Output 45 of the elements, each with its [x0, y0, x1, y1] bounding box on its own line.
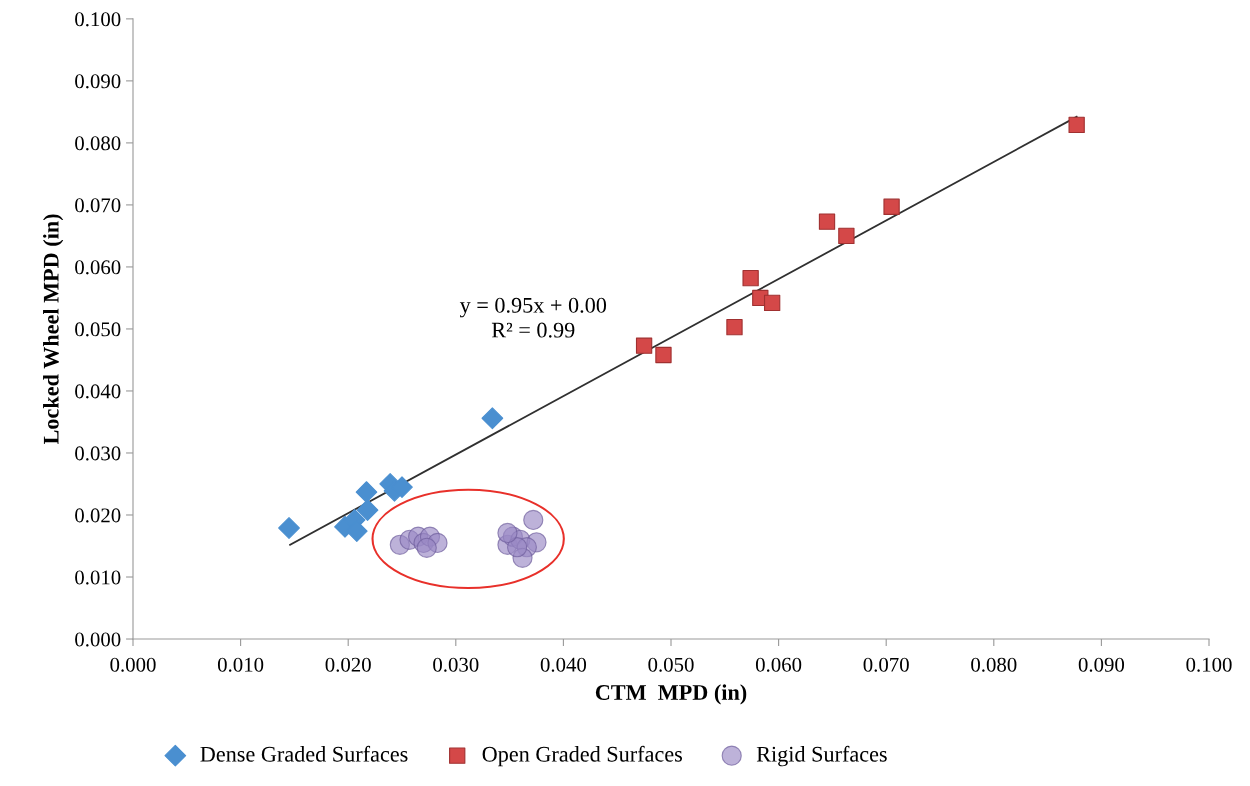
- point: [355, 481, 378, 503]
- y-tick-label: 0.060: [75, 260, 121, 275]
- legend-label: Rigid Surfaces: [756, 745, 887, 767]
- point: [278, 517, 300, 539]
- point: [635, 337, 653, 354]
- point: [507, 537, 528, 558]
- y-tick-label: 0.030: [75, 446, 121, 461]
- y-tick-label: 0.020: [75, 508, 121, 523]
- x-tick-label: 0.100: [1186, 657, 1232, 672]
- x-tick-label: 0.000: [110, 657, 156, 672]
- point: [523, 509, 544, 531]
- point: [416, 537, 437, 558]
- x-tick-label: 0.050: [648, 657, 694, 672]
- point: [481, 407, 504, 430]
- x-tick-label: 0.070: [863, 657, 909, 672]
- point: [883, 198, 900, 215]
- y-tick-label: 0.010: [75, 570, 121, 585]
- annotation: y = 0.95x + 0.00 R² = 0.99: [459, 297, 607, 338]
- x-tick-label: 0.060: [755, 657, 802, 672]
- x-axis-title: CTM MPD (in): [595, 684, 747, 705]
- y-axis-title: Locked Wheel MPD (in): [43, 214, 64, 445]
- point: [497, 522, 518, 544]
- point: [838, 227, 855, 245]
- y-tick-label: 0.090: [75, 74, 121, 89]
- x-tick-label: 0.090: [1078, 657, 1125, 672]
- x-tick-label: 0.040: [540, 657, 587, 672]
- point: [655, 346, 672, 364]
- y-tick-label: 0.000: [75, 632, 121, 647]
- x-tick-label: 0.080: [971, 657, 1017, 672]
- point: [726, 318, 743, 336]
- x-tick-label: 0.020: [325, 657, 371, 672]
- legend-label: Open Graded Surfaces: [482, 745, 683, 767]
- y-tick-label: 0.080: [75, 136, 121, 151]
- x-tick-label: 0.010: [217, 657, 264, 672]
- y-tick-label: 0.050: [75, 322, 121, 337]
- point: [356, 499, 379, 521]
- legend-label: Dense Graded Surfaces: [200, 745, 408, 762]
- point: [763, 294, 781, 312]
- y-tick-label: 0.100: [75, 12, 121, 27]
- point: [1068, 116, 1085, 134]
- y-tick-label: 0.070: [75, 198, 121, 213]
- point: [742, 269, 759, 287]
- y-tick-label: 0.040: [75, 384, 121, 399]
- x-tick-label: 0.030: [433, 657, 479, 672]
- point: [818, 213, 836, 230]
